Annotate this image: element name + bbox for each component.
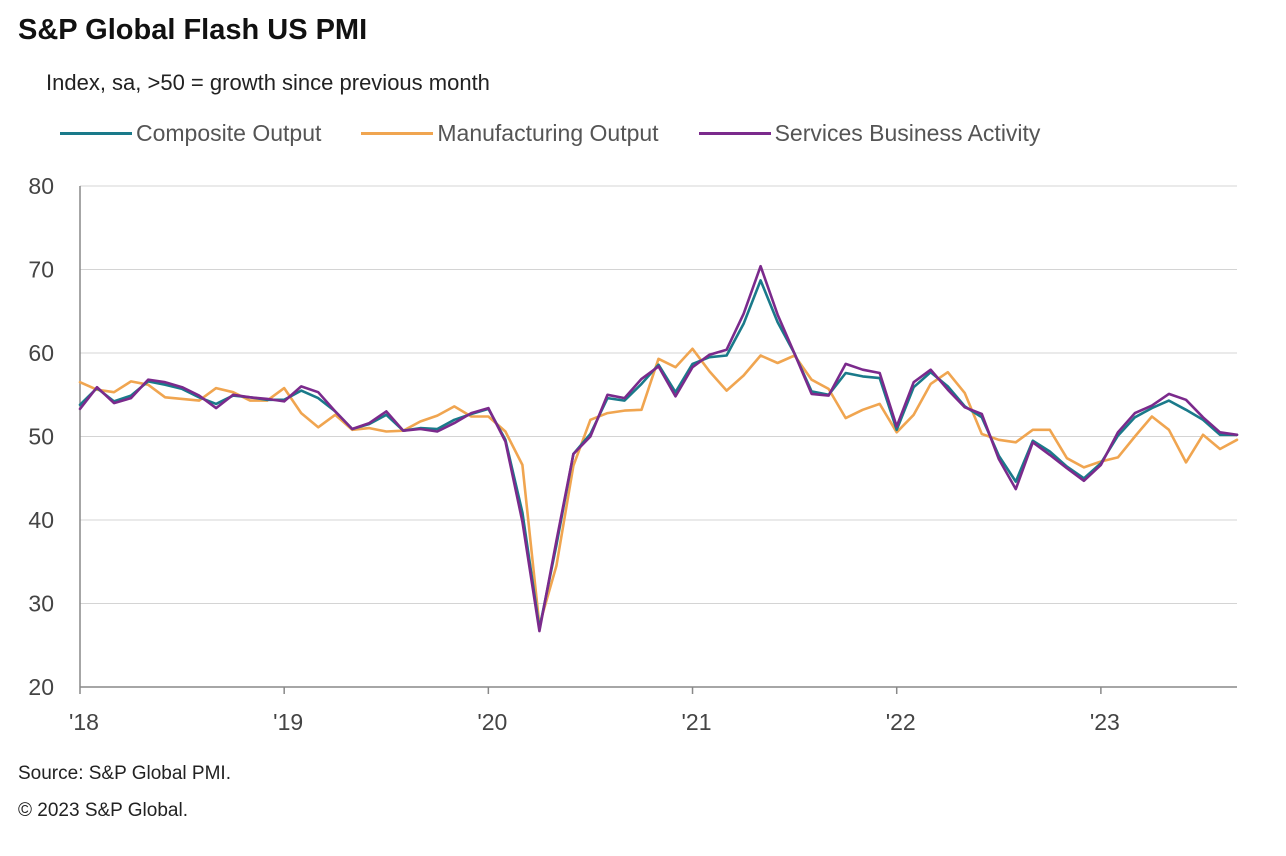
chart-subtitle: Index, sa, >50 = growth since previous m…	[46, 70, 490, 95]
legend-item-services: Services Business Activity	[698, 119, 1041, 147]
legend-item-composite: Composite Output	[60, 120, 321, 147]
source-note: Source: S&P Global PMI.	[18, 763, 231, 784]
y-tick-label: 50	[28, 424, 54, 450]
legend-swatch-services	[698, 131, 771, 135]
series-line-manufacturing-output	[78, 347, 1239, 627]
legend-label-services: Services Business Activity	[774, 119, 1041, 146]
copyright-note: © 2023 S&P Global.	[18, 800, 188, 821]
x-tick-label: '22	[886, 709, 916, 735]
line-chart: 20 30 40 50 60 70 80 '18 '19 '20 '21 '22 '23	[28, 173, 1239, 735]
y-tick-label: 20	[28, 674, 54, 700]
axis-layer: 20 30 40 50 60 70 80 '18 '19 '20 '21 '22 '23	[28, 173, 1237, 735]
legend-label-manufacturing: Manufacturing Output	[437, 119, 659, 146]
x-tick-label: '18	[69, 709, 99, 735]
legend-item-manufacturing: Manufacturing Output	[361, 119, 659, 147]
legend-swatch-composite	[60, 131, 132, 135]
chart-title: S&P Global Flash US PMI	[18, 14, 368, 46]
y-tick-label: 80	[28, 173, 54, 199]
x-tick-label: '23	[1090, 709, 1120, 735]
series-layer	[78, 264, 1239, 633]
legend: Composite Output Manufacturing Output Se…	[60, 116, 1080, 150]
legend-label-composite: Composite Output	[136, 119, 322, 146]
series-line-services-business-activity	[78, 264, 1239, 633]
y-tick-label: 30	[28, 591, 54, 617]
grid-layer	[80, 185, 1237, 604]
y-tick-label: 60	[28, 340, 54, 366]
legend-swatch-manufacturing	[361, 131, 434, 135]
x-tick-label: '21	[682, 709, 712, 735]
x-tick-label: '19	[273, 709, 303, 735]
x-tick-label: '20	[477, 709, 507, 735]
y-tick-label: 40	[28, 507, 54, 533]
y-tick-label: 70	[28, 257, 54, 283]
